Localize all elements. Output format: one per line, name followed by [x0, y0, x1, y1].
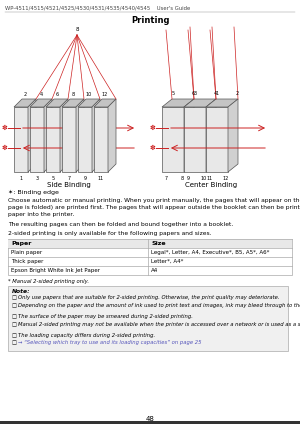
Polygon shape: [228, 99, 238, 172]
Polygon shape: [28, 99, 36, 172]
Text: 8: 8: [71, 92, 75, 97]
Text: Letter*, A4*: Letter*, A4*: [151, 259, 183, 264]
Polygon shape: [94, 107, 108, 172]
Text: The loading capacity differs during 2-sided printing.: The loading capacity differs during 2-si…: [18, 333, 155, 338]
Text: 3: 3: [35, 176, 39, 181]
Bar: [8, 239, 292, 275]
Text: 10: 10: [201, 176, 207, 181]
Text: □: □: [12, 314, 17, 319]
Polygon shape: [30, 99, 52, 107]
Polygon shape: [78, 99, 100, 107]
Text: 2: 2: [236, 91, 238, 96]
Text: □: □: [12, 303, 17, 308]
Text: 7: 7: [68, 176, 70, 181]
Text: A4: A4: [151, 268, 158, 273]
Polygon shape: [206, 107, 228, 172]
Polygon shape: [78, 107, 92, 172]
Polygon shape: [162, 107, 184, 172]
Text: paper into the printer.: paper into the printer.: [8, 212, 74, 217]
Text: 11: 11: [98, 176, 104, 181]
Polygon shape: [14, 99, 36, 107]
Polygon shape: [184, 99, 216, 107]
Polygon shape: [92, 99, 100, 172]
Polygon shape: [206, 99, 238, 107]
Text: Paper: Paper: [11, 241, 32, 246]
Text: Depending on the paper and the amount of ink used to print text and images, ink : Depending on the paper and the amount of…: [18, 303, 300, 308]
Text: Note:: Note:: [12, 289, 31, 294]
Polygon shape: [62, 99, 84, 107]
Text: 48: 48: [146, 416, 154, 422]
Text: 8: 8: [180, 176, 184, 181]
Text: 8: 8: [75, 27, 79, 32]
Text: □: □: [12, 322, 17, 327]
Text: 7: 7: [164, 176, 168, 181]
Polygon shape: [76, 99, 84, 172]
Text: ✽: ✽: [1, 145, 7, 151]
Text: ✽: ✽: [149, 125, 155, 131]
Text: Center Binding: Center Binding: [185, 182, 237, 188]
Text: 3: 3: [194, 91, 196, 96]
Text: ✽: ✽: [149, 145, 155, 151]
Text: 10: 10: [86, 92, 92, 97]
Text: The resulting pages can then be folded and bound together into a booklet.: The resulting pages can then be folded a…: [8, 222, 233, 227]
Text: ✽: ✽: [1, 125, 7, 131]
Bar: [8, 239, 292, 248]
Text: Choose automatic or manual printing. When you print manually, the pages that wil: Choose automatic or manual printing. Whe…: [8, 198, 300, 203]
Text: 5: 5: [51, 176, 55, 181]
Text: 1: 1: [215, 91, 219, 96]
Text: WP-4511/4515/4521/4525/4530/4531/4535/4540/4545    User's Guide: WP-4511/4515/4521/4525/4530/4531/4535/45…: [5, 5, 190, 10]
Text: 9: 9: [83, 176, 86, 181]
Text: * Manual 2-sided printing only.: * Manual 2-sided printing only.: [8, 279, 89, 284]
Text: 9: 9: [187, 176, 190, 181]
Text: 6: 6: [191, 91, 195, 96]
Text: Printing: Printing: [131, 16, 169, 25]
Polygon shape: [184, 99, 194, 172]
Polygon shape: [46, 99, 68, 107]
Polygon shape: [108, 99, 116, 172]
Text: Plain paper: Plain paper: [11, 250, 42, 255]
Text: □: □: [12, 340, 17, 345]
Polygon shape: [94, 99, 116, 107]
Polygon shape: [184, 107, 206, 172]
Polygon shape: [162, 99, 194, 107]
Bar: [0, 421, 300, 424]
Bar: [8, 286, 288, 351]
Text: page is folded) are printed first. The pages that will appear outside the bookle: page is folded) are printed first. The p…: [8, 205, 300, 210]
Polygon shape: [44, 99, 52, 172]
Text: 2-sided printing is only available for the following papers and sizes.: 2-sided printing is only available for t…: [8, 231, 211, 235]
Text: Size: Size: [151, 241, 166, 246]
Polygon shape: [14, 107, 28, 172]
Polygon shape: [60, 99, 68, 172]
Text: 2: 2: [23, 92, 27, 97]
Text: Legal*, Letter, A4, Executive*, B5, A5*, A6*: Legal*, Letter, A4, Executive*, B5, A5*,…: [151, 250, 269, 255]
Text: Side Binding: Side Binding: [47, 182, 91, 188]
Polygon shape: [206, 99, 216, 172]
Text: Only use papers that are suitable for 2-sided printing. Otherwise, the print qua: Only use papers that are suitable for 2-…: [18, 295, 280, 300]
Text: □: □: [12, 333, 17, 338]
Text: 6: 6: [56, 92, 58, 97]
Text: → “Selecting which tray to use and its loading capacities” on page 25: → “Selecting which tray to use and its l…: [18, 340, 202, 345]
Text: 12: 12: [102, 92, 108, 97]
Text: 5: 5: [171, 91, 175, 96]
Text: Thick paper: Thick paper: [11, 259, 44, 264]
Text: 4: 4: [213, 91, 217, 96]
Text: □: □: [12, 295, 17, 300]
Text: Epson Bright White Ink Jet Paper: Epson Bright White Ink Jet Paper: [11, 268, 100, 273]
Text: The surface of the paper may be smeared during 2-sided printing.: The surface of the paper may be smeared …: [18, 314, 193, 319]
Text: Manual 2-sided printing may not be available when the printer is accessed over a: Manual 2-sided printing may not be avail…: [18, 322, 300, 327]
Polygon shape: [46, 107, 60, 172]
Polygon shape: [62, 107, 76, 172]
Text: 1: 1: [20, 176, 22, 181]
Text: 11: 11: [207, 176, 213, 181]
Text: 12: 12: [223, 176, 229, 181]
Text: ✶: Binding edge: ✶: Binding edge: [8, 190, 59, 195]
Text: 4: 4: [39, 92, 43, 97]
Polygon shape: [30, 107, 44, 172]
